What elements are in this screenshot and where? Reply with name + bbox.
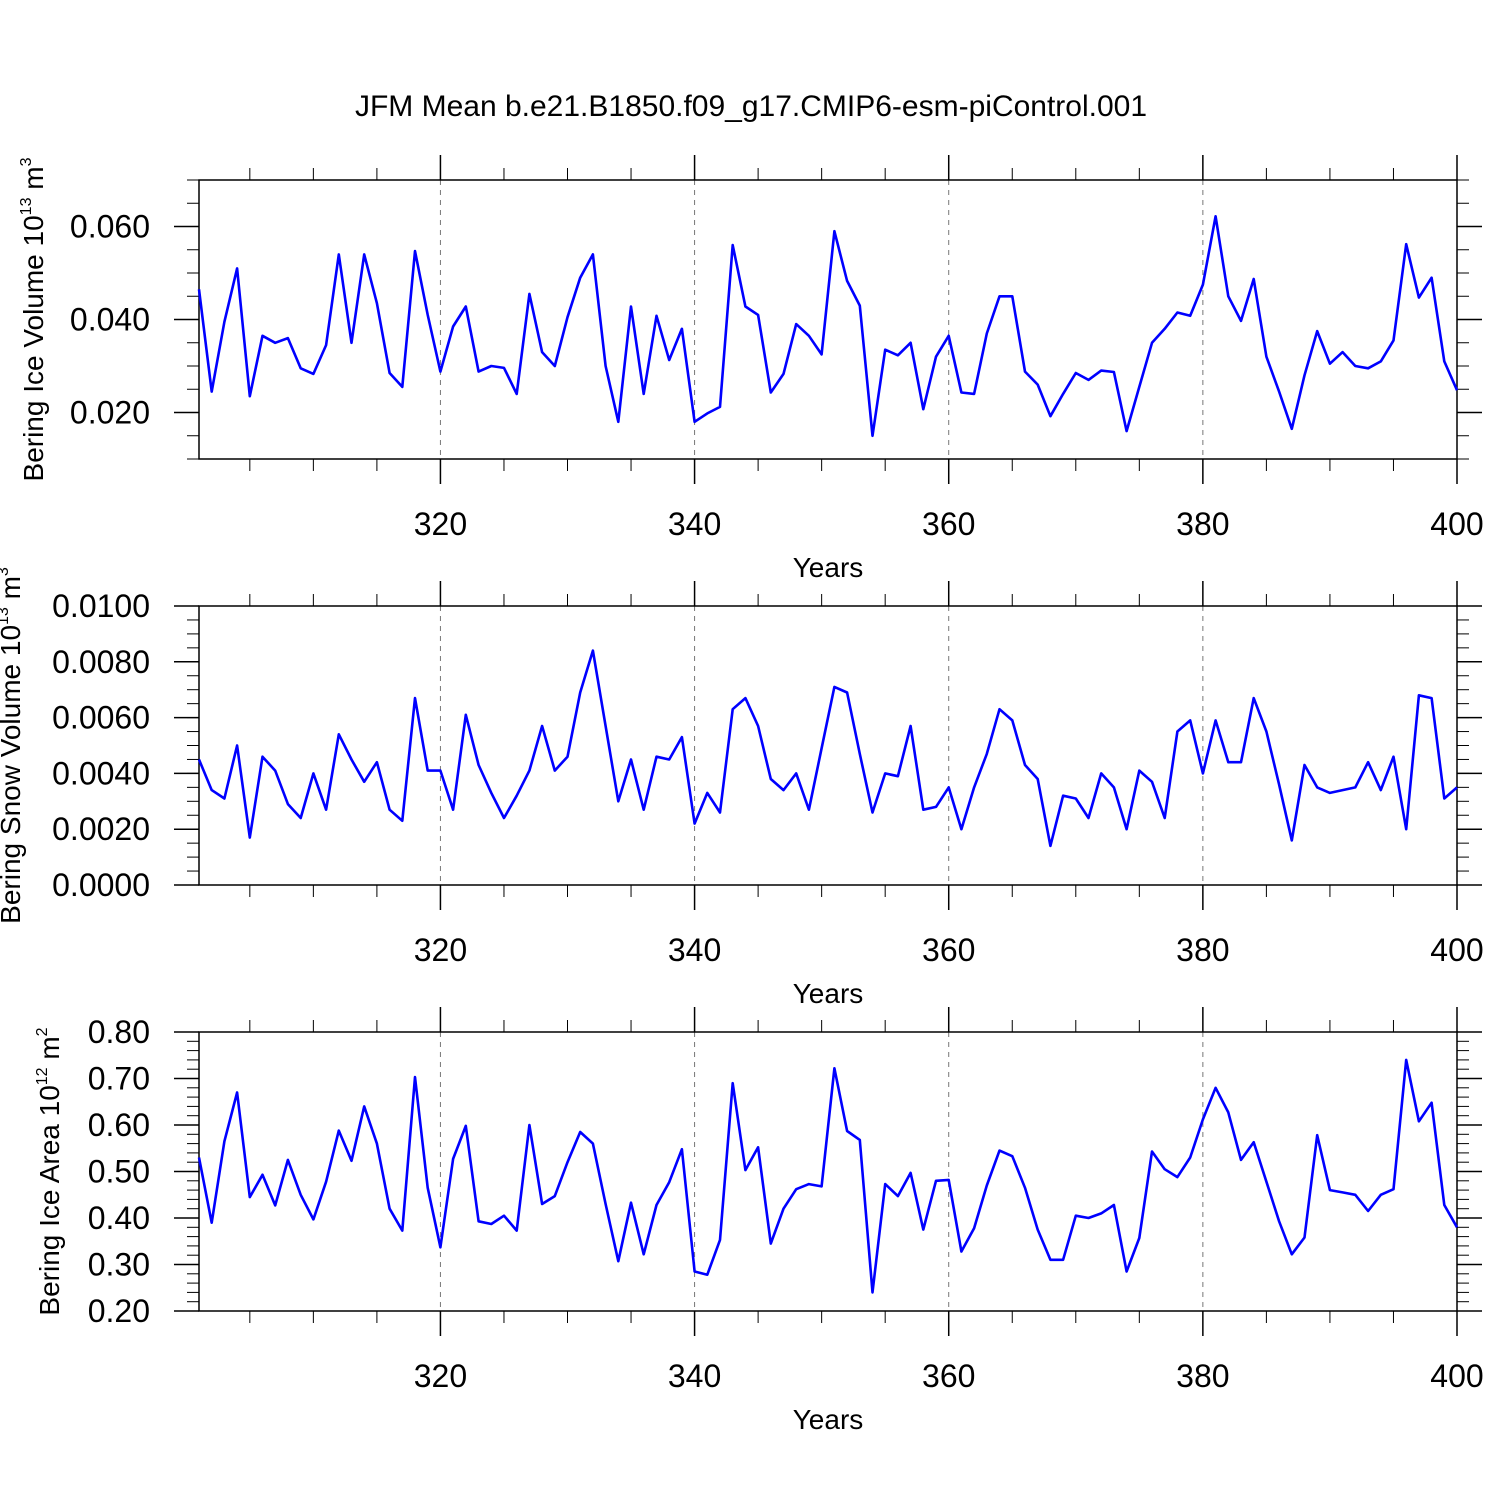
y-tick-label: 0.80 — [88, 1014, 150, 1050]
series-line — [197, 1058, 1459, 1294]
y-tick-label: 0.0000 — [52, 867, 150, 903]
y-axis-label: Bering Ice Volume 1013 m3 — [18, 157, 49, 481]
x-tick-label: 320 — [414, 1358, 467, 1394]
x-tick-label: 400 — [1430, 1358, 1483, 1394]
x-axis-label: Years — [793, 978, 864, 1009]
y-tick-label: 0.20 — [88, 1293, 150, 1329]
x-tick-label: 320 — [414, 932, 467, 968]
x-tick-label: 340 — [668, 506, 721, 542]
x-tick-label: 400 — [1430, 506, 1483, 542]
x-tick-label: 340 — [668, 1358, 721, 1394]
x-tick-label: 380 — [1176, 932, 1229, 968]
y-tick-label: 0.0060 — [52, 700, 150, 736]
y-axis-label: Bering Ice Area 1012 m2 — [34, 1027, 65, 1315]
y-tick-label: 0.0100 — [52, 588, 150, 624]
x-tick-label: 380 — [1176, 506, 1229, 542]
plot-frame — [198, 1031, 1458, 1312]
x-axis-label: Years — [793, 552, 864, 583]
y-tick-label: 0.30 — [88, 1247, 150, 1283]
y-tick-label: 0.040 — [70, 302, 150, 338]
x-tick-label: 360 — [922, 506, 975, 542]
x-tick-label: 400 — [1430, 932, 1483, 968]
x-axis-label: Years — [793, 1404, 864, 1435]
y-tick-label: 0.020 — [70, 395, 150, 431]
y-tick-label: 0.0080 — [52, 644, 150, 680]
y-tick-label: 0.60 — [88, 1107, 150, 1143]
y-tick-label: 0.70 — [88, 1061, 150, 1097]
panels: 0.020 0.040 0.060 320 340 360 380 400 Years Berin… — [0, 155, 1484, 1435]
plot-frame — [198, 179, 1458, 460]
chart-panel-2: 0.0000 0.0020 0.0040 0.0060 0.0080 0.0100 320 3… — [0, 567, 1484, 1009]
y-tick-label: 0.0040 — [52, 755, 150, 791]
plot-frame — [198, 605, 1458, 886]
x-tick-label: 320 — [414, 506, 467, 542]
y-axis-label: Bering Snow Volume 1013 m3 — [0, 567, 26, 924]
chart-panel-3: 0.20 0.30 0.40 0.50 0.60 0.70 0.80 320 340 360 380… — [34, 1007, 1484, 1435]
figure-title: JFM Mean b.e21.B1850.f09_g17.CMIP6-esm-p… — [355, 90, 1147, 123]
y-tick-label: 0.40 — [88, 1200, 150, 1236]
x-tick-label: 380 — [1176, 1358, 1229, 1394]
x-tick-label: 360 — [922, 1358, 975, 1394]
y-tick-label: 0.50 — [88, 1154, 150, 1190]
series-line — [197, 649, 1458, 848]
chart-panel-1: 0.020 0.040 0.060 320 340 360 380 400 Years Berin… — [18, 155, 1484, 583]
y-tick-label: 0.060 — [70, 209, 150, 245]
x-tick-label: 340 — [668, 932, 721, 968]
series-line — [197, 215, 1459, 438]
y-tick-label: 0.0020 — [52, 811, 150, 847]
x-tick-label: 360 — [922, 932, 975, 968]
